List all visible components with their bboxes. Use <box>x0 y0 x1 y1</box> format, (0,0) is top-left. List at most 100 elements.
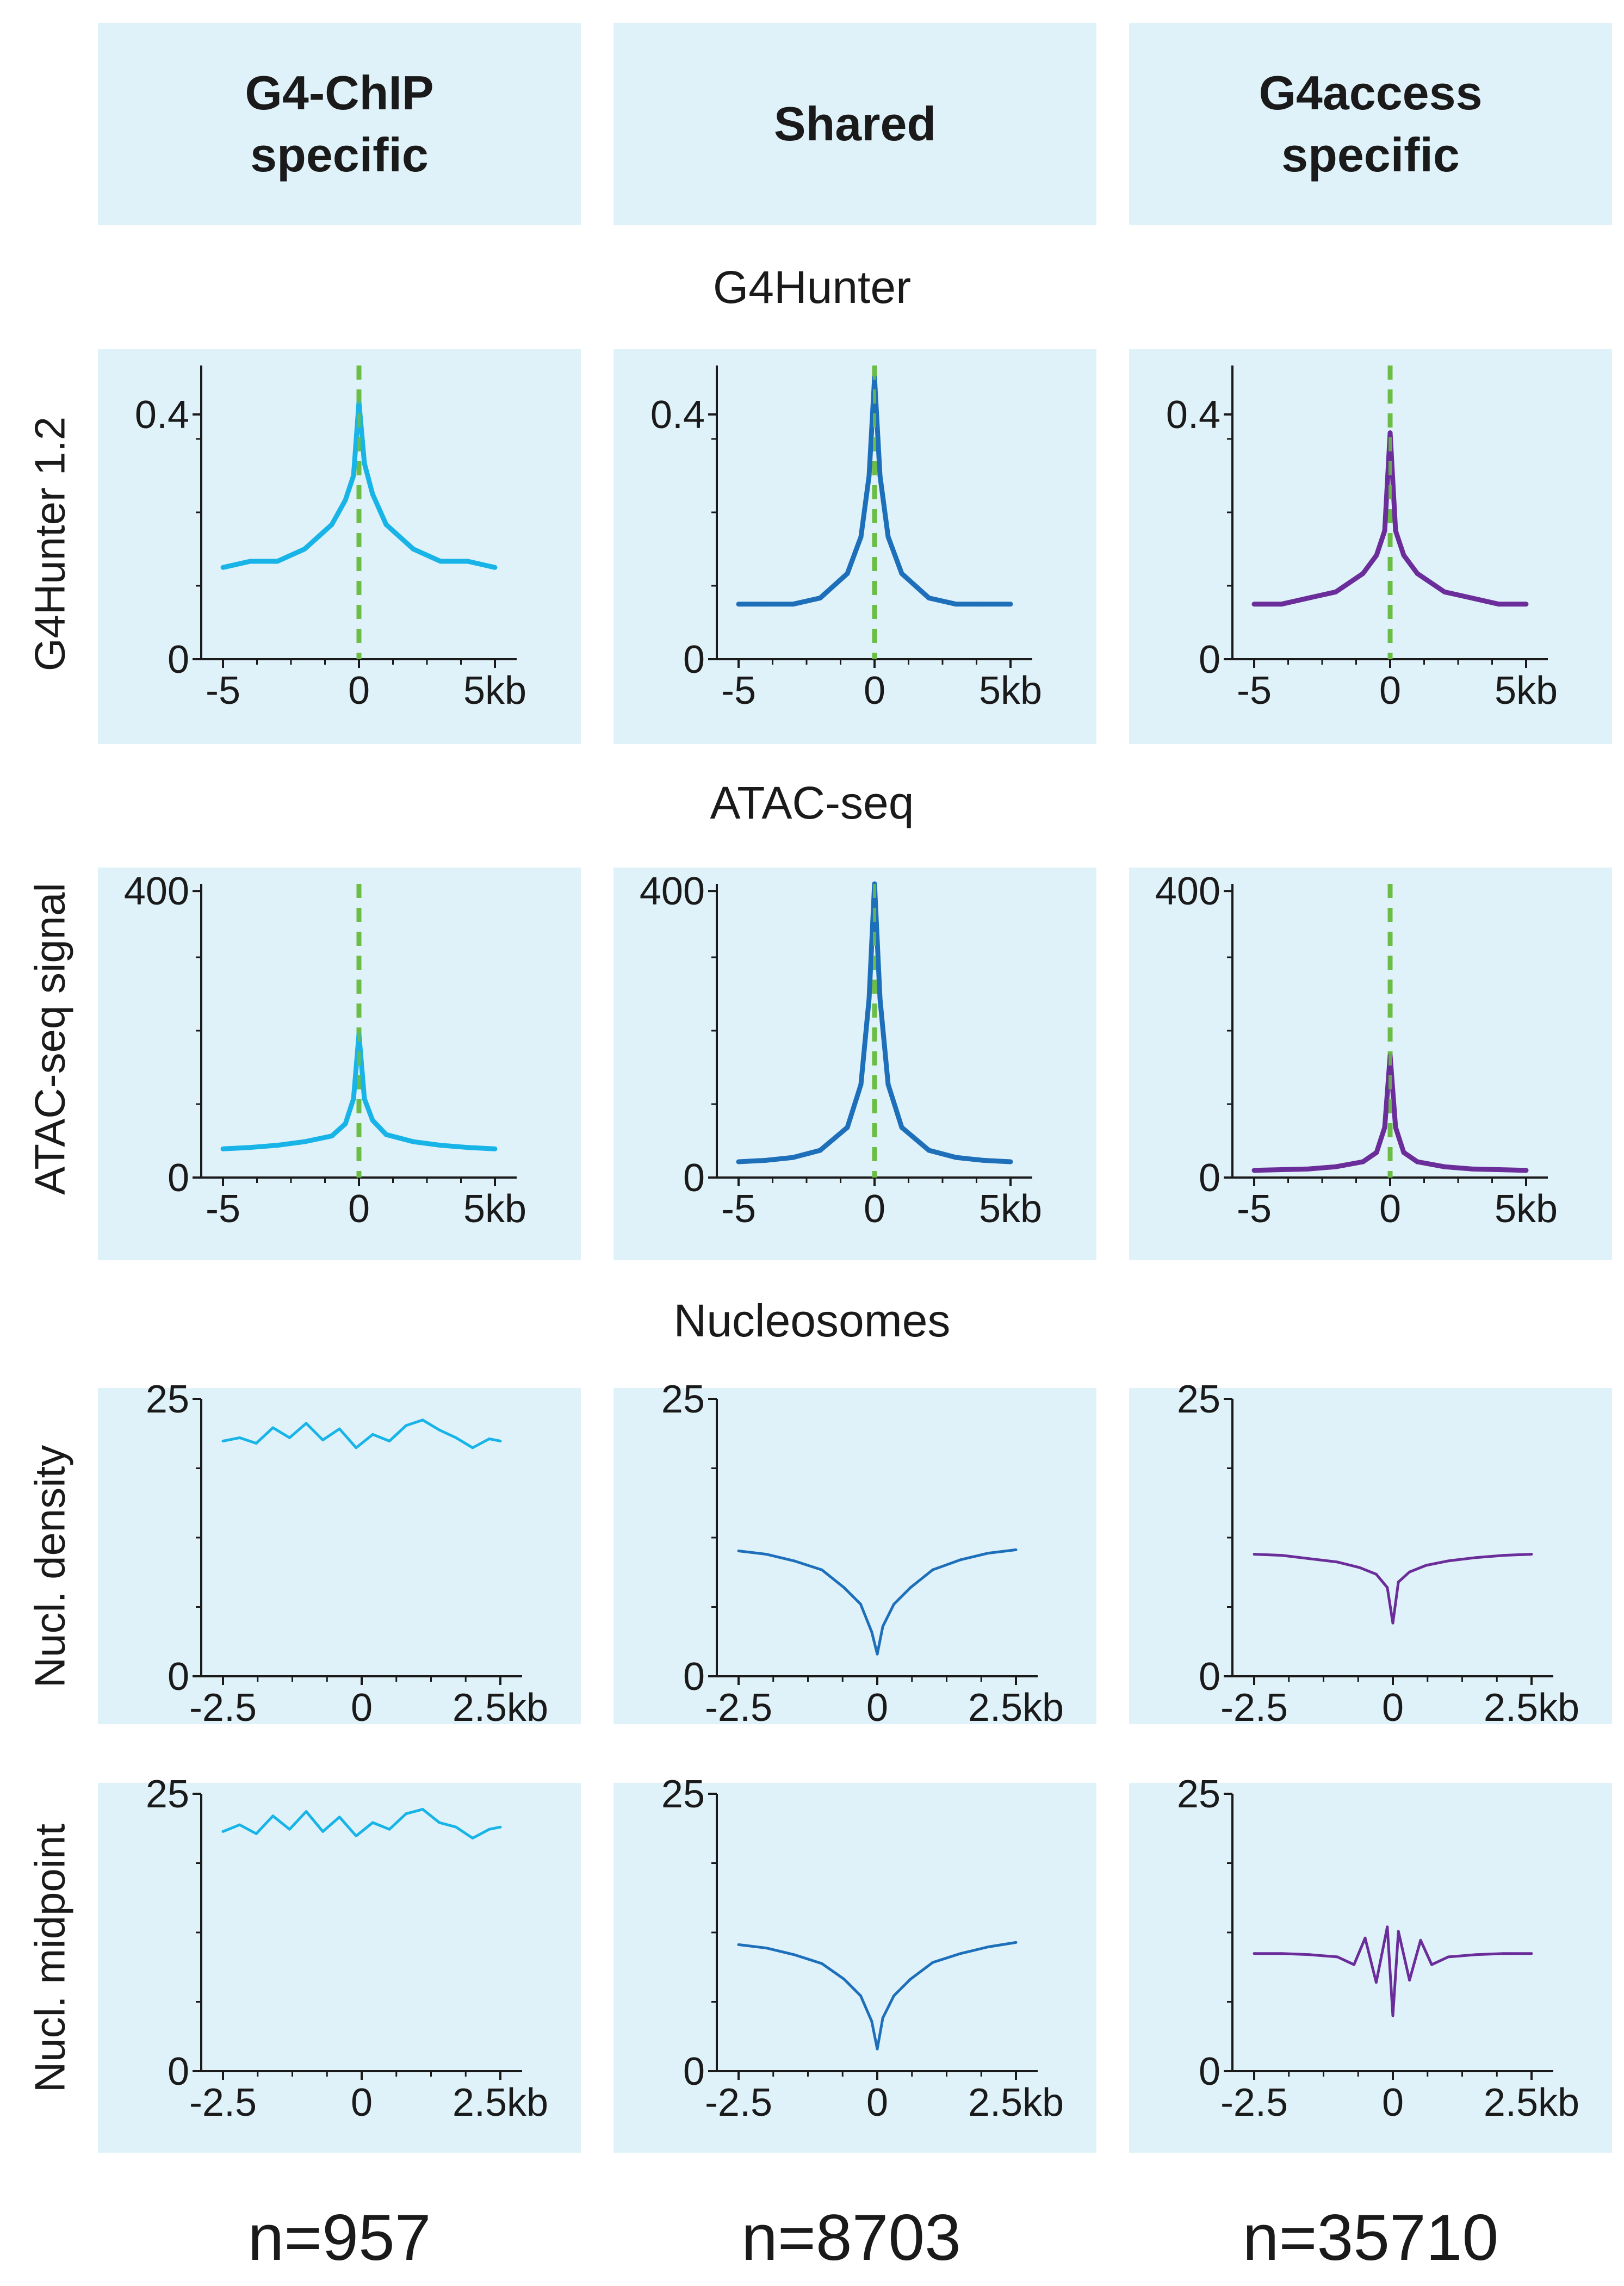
nucl-midpoint-g4access-specific-point <box>1447 1955 1450 1959</box>
nucl-density-g4access-specific-point <box>1358 1566 1361 1569</box>
nucl-midpoint-shared-ytick-label: 0 <box>683 2050 705 2093</box>
header-shared: Shared <box>613 23 1096 225</box>
nucl-density-g4-chip-specific-panel <box>98 1388 581 1724</box>
nucl-density-g4-chip-specific-point <box>221 1440 225 1443</box>
nucl-density-g4-chip-specific-xtick-label: 0 <box>351 1686 373 1730</box>
nucl-midpoint-g4access-specific-point <box>1353 1963 1356 1966</box>
nucl-density-g4-chip-specific-point <box>321 1438 325 1441</box>
nucl-midpoint-g4-chip-specific-ytick-label: 0 <box>168 2050 189 2093</box>
atac-seq-g4-chip-specific-ytick-label: 0 <box>168 1156 189 1200</box>
nucl-density-shared-point <box>842 1586 846 1589</box>
g4hunter-g4-chip-specific-point <box>351 473 356 478</box>
atac-seq-g4access-specific-point <box>1279 1167 1284 1173</box>
g4hunter-g4access-specific-point <box>1393 528 1398 534</box>
nucl-midpoint-g4-chip-specific-point <box>271 1814 275 1818</box>
n-label-shared: n=8703 <box>741 2201 961 2274</box>
nucl-midpoint-g4-chip-specific-point <box>355 1835 358 1838</box>
g4hunter-g4access-specific-point <box>1442 589 1447 594</box>
nucl-density-shared-point <box>1014 1548 1018 1551</box>
g4hunter-g4-chip-specific-point <box>247 559 253 564</box>
n-label-g4access: n=35710 <box>1242 2201 1499 2274</box>
nucl-density-shared-point <box>881 1625 884 1628</box>
atac-seq-g4access-specific-point <box>1251 1168 1257 1173</box>
nucl-density-g4access-specific-point <box>1374 1572 1378 1576</box>
nucl-density-g4access-specific-point <box>1424 1564 1428 1567</box>
nucl-midpoint-g4access-specific-point <box>1308 1953 1311 1956</box>
atac-seq-g4access-specific-xtick-label: 5kb <box>1495 1187 1558 1231</box>
nucl-midpoint-shared-point <box>1014 1941 1018 1944</box>
nucl-midpoint-shared-point <box>792 1953 796 1956</box>
atac-seq-g4access-specific-point <box>1360 1159 1366 1164</box>
atac-seq-g4access-specific-point <box>1401 1150 1406 1155</box>
nucl-density-shared-point <box>859 1602 862 1606</box>
atac-seq-shared-xtick-label: 0 <box>864 1187 885 1231</box>
nucl-midpoint-g4access-specific-point <box>1391 2014 1394 2017</box>
nucl-density-g4access-specific-point <box>1253 1553 1256 1556</box>
nucl-midpoint-shared-point <box>876 2047 879 2050</box>
atac-seq-g4-chip-specific-xtick-label: 5kb <box>463 1187 526 1231</box>
nucl-midpoint-g4-chip-specific-point <box>221 1830 225 1833</box>
nucl-density-g4access-specific-point <box>1391 1621 1394 1625</box>
nucl-density-shared-point <box>892 1602 896 1606</box>
nucl-density-g4-chip-specific-point <box>338 1427 341 1430</box>
nucl-midpoint-g4-chip-specific-point <box>499 1825 502 1829</box>
nucl-density-g4-chip-specific-point <box>355 1446 358 1449</box>
g4hunter-g4-chip-specific-point <box>465 559 470 564</box>
atac-seq-g4-chip-specific-point <box>343 1121 348 1126</box>
g4hunter-shared-point <box>817 596 823 600</box>
g4hunter-g4access-specific-xtick-label: 5kb <box>1495 669 1558 713</box>
nucl-density-g4access-specific-xtick-label: 0 <box>1382 1686 1404 1730</box>
nucl-midpoint-g4access-specific-point <box>1430 1963 1433 1966</box>
nucl-midpoint-g4access-specific-xtick-label: -2.5 <box>1220 2081 1288 2124</box>
atac-seq-g4access-specific-point <box>1374 1150 1379 1155</box>
g4hunter-shared-point <box>845 571 850 576</box>
atac-seq-g4-chip-specific-point <box>492 1146 498 1151</box>
nucl-density-shared-ytick-label: 25 <box>661 1378 705 1421</box>
g4hunter-shared-point <box>885 534 891 540</box>
nucl-density-g4-chip-specific-point <box>421 1418 424 1422</box>
nucl-midpoint-g4access-specific-point <box>1530 1952 1533 1955</box>
nucl-midpoint-g4-chip-specific-series-line <box>222 1808 501 1840</box>
atac-seq-g4access-specific-point <box>1442 1164 1447 1169</box>
atac-seq-shared-point <box>858 1082 864 1087</box>
atac-seq-g4-chip-specific-point <box>351 1096 356 1101</box>
atac-seq-shared-ytick-label: 400 <box>640 870 705 913</box>
nucl-density-shared-xtick-label: -2.5 <box>705 1686 772 1730</box>
atac-seq-g4-chip-specific-xtick-label: -5 <box>206 1187 240 1231</box>
atac-seq-shared-xtick-label: 5kb <box>979 1187 1042 1231</box>
nucl-midpoint-g4-chip-specific-xtick-label: -2.5 <box>189 2081 257 2124</box>
nucl-density-shared-xtick-label: 2.5kb <box>968 1686 1064 1730</box>
g4hunter-g4-chip-specific-ytick-label: 0.4 <box>135 393 189 437</box>
g4hunter-g4-chip-specific-point <box>438 559 443 564</box>
nucl-midpoint-g4-chip-specific-point <box>421 1808 424 1811</box>
atac-seq-g4access-specific-point <box>1333 1164 1338 1169</box>
atac-seq-g4-chip-specific-point <box>329 1133 334 1139</box>
atac-seq-shared-point <box>885 1082 891 1087</box>
nucl-density-g4access-specific-point <box>1474 1556 1478 1559</box>
nucl-midpoint-g4access-specific-point <box>1253 1952 1256 1955</box>
atac-seq-shared-point <box>866 996 872 1001</box>
atac-seq-g4-chip-specific-point <box>275 1143 280 1148</box>
g4hunter-g4-chip-specific-point <box>220 565 226 570</box>
nucl-midpoint-g4access-specific-panel <box>1129 1783 1612 2153</box>
g4hunter-g4-chip-specific-point <box>370 491 375 497</box>
atac-seq-g4-chip-specific-panel <box>98 868 581 1260</box>
nucl-density-g4-chip-specific-point <box>438 1428 441 1432</box>
g4hunter-g4-chip-specific-xtick-label: 0 <box>348 669 370 713</box>
g4hunter-g4access-specific-point <box>1496 602 1502 607</box>
nucl-midpoint-shared-point <box>892 1994 896 1997</box>
nucl-midpoint-g4access-specific-point <box>1474 1953 1478 1956</box>
g4hunter-shared-point <box>981 602 986 607</box>
g4hunter-g4access-specific-point <box>1401 553 1406 558</box>
nucl-midpoint-g4access-specific-point <box>1336 1955 1339 1959</box>
nucl-density-g4access-specific-point <box>1502 1554 1505 1557</box>
nucl-density-g4access-specific-point <box>1447 1559 1450 1563</box>
atac-seq-g4-chip-specific-point <box>362 1096 367 1101</box>
nucl-density-g4-chip-specific-point <box>271 1426 275 1429</box>
nucl-density-shared-point <box>820 1568 823 1571</box>
g4hunter-g4access-specific-point <box>1382 528 1387 534</box>
nucl-midpoint-shared-point <box>859 1994 862 1997</box>
nucl-midpoint-shared-ytick-label: 25 <box>661 1773 705 1816</box>
nucl-midpoint-shared-point <box>870 2019 873 2023</box>
